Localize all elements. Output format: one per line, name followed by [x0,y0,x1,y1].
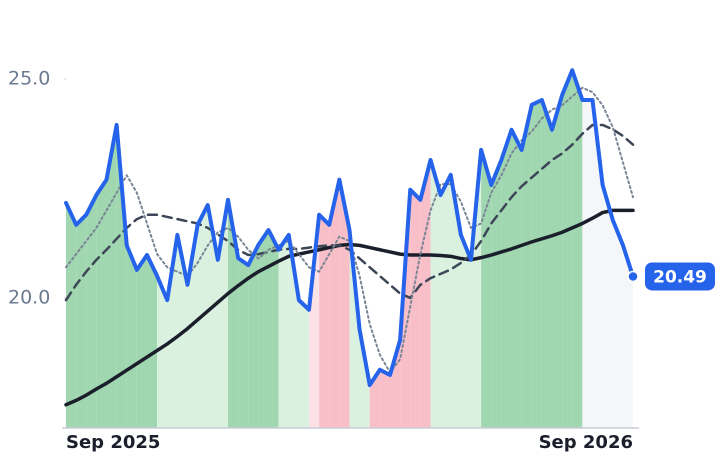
regime-area [288,234,299,428]
regime-area [298,300,309,428]
last-value-badge [645,262,715,291]
last-value-label: 20.49 [653,267,707,287]
regime-area [562,70,573,428]
regime-area [622,244,633,428]
regime-area [207,205,218,428]
regime-area [157,276,168,428]
regime-area [531,99,542,428]
regime-area [339,179,350,428]
regime-area [258,230,269,428]
regime-area [521,104,532,429]
regime-area [471,149,482,428]
y-tick-label: 20.0 [8,286,50,308]
regime-area [349,230,360,428]
regime-area [481,149,492,428]
regime-area [491,159,502,428]
regime-area [602,184,613,428]
regime-area [541,99,552,428]
regime-area [106,124,117,429]
regime-area [76,214,87,428]
regime-area [116,124,127,429]
regime-area [126,245,137,428]
regime-area [410,189,421,428]
regime-area [147,255,158,428]
regime-area [248,244,259,428]
regime-area [430,159,441,428]
regime-area [96,179,107,428]
regime-area [501,129,512,428]
regime-area [390,339,401,428]
series-line [64,68,635,388]
regime-area [86,195,97,428]
regime-area [167,234,178,428]
regime-area [136,255,147,428]
regime-area [592,99,603,428]
regime-area [278,234,289,428]
regime-area [511,129,522,428]
regime-area [440,174,451,428]
x-tick-label: Sep 2026 [539,432,633,453]
regime-area [379,369,390,428]
regime-area [450,174,461,428]
regime-area [238,258,249,428]
regime-area [309,214,320,428]
regime-area [268,230,279,428]
regime-area [552,95,563,428]
regime-area [66,202,77,428]
regime-area [572,70,583,428]
regime-area [420,159,431,428]
regime-area [460,234,471,428]
regime-area [228,199,239,428]
regime-area [612,219,623,428]
x-tick-label: Sep 2025 [66,432,160,453]
regime-area [217,199,228,428]
regime-area [582,99,593,428]
y-tick-label: 25.0 [8,67,50,89]
last-point [627,270,639,283]
